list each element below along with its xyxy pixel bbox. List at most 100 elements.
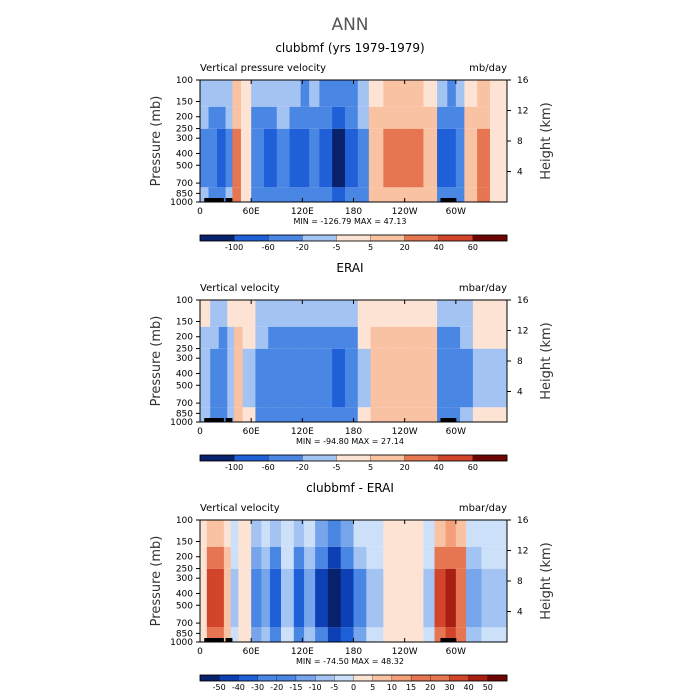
contour-band-lower — [200, 187, 210, 202]
colorbar-label: -20 — [270, 683, 283, 692]
contour-band-lower — [460, 407, 474, 422]
contour-band — [300, 128, 310, 188]
contour-band-lower — [408, 407, 424, 422]
y-tick-label: 200 — [176, 113, 193, 123]
colorbar-label: -20 — [296, 243, 309, 252]
y-tick-label: 250 — [176, 345, 193, 355]
contour-band-mid-upper — [223, 546, 232, 569]
contour-band-lower — [472, 407, 491, 422]
y2-tick-label: 8 — [517, 357, 523, 367]
contour-band-upper — [281, 300, 295, 327]
contour-band — [281, 568, 295, 628]
contour-band — [489, 348, 508, 408]
contour-band-upper — [447, 80, 457, 107]
contour-band-upper — [200, 300, 211, 327]
colorbar-label: 5 — [368, 463, 373, 472]
contour-band-upper — [289, 80, 302, 107]
contour-band — [210, 348, 220, 408]
contour-band — [289, 128, 302, 188]
colorbar-box — [295, 674, 316, 682]
contour-band-mid-upper — [368, 106, 384, 129]
contour-band — [304, 568, 316, 628]
contour-band-lower — [268, 407, 282, 422]
contour-band — [460, 348, 474, 408]
contour-band-mid-upper — [206, 546, 216, 569]
y2-tick-label: 4 — [517, 608, 523, 618]
contour-band-mid-upper — [437, 326, 450, 349]
contour-band-lower — [383, 187, 406, 202]
contour-band — [353, 568, 367, 628]
contour-field — [200, 300, 508, 422]
contour-band — [466, 568, 482, 628]
colorbar-label: -40 — [232, 683, 245, 692]
contour-band-upper — [437, 80, 448, 107]
colorbar-box — [372, 674, 393, 682]
x-tick-label: 180 — [345, 647, 362, 657]
contour-band — [477, 128, 491, 188]
contour-band — [234, 348, 244, 408]
colorbar-label: 40 — [464, 683, 474, 692]
contour-band — [240, 128, 252, 188]
contour-band-lower — [353, 627, 367, 642]
contour-band — [208, 128, 218, 188]
y-tick-label: 100 — [176, 296, 193, 306]
contour-band-lower — [293, 407, 308, 422]
contour-band — [464, 128, 478, 188]
y2-tick-label: 16 — [517, 296, 529, 306]
contour-band-upper — [423, 520, 436, 547]
colorbar-box — [268, 234, 303, 242]
contour-band-upper — [263, 80, 278, 107]
contour-band-upper — [309, 80, 320, 107]
contour-band-lower — [368, 187, 384, 202]
colorbar-box — [199, 674, 220, 682]
colorbar-box — [449, 674, 470, 682]
colorbar-box — [487, 674, 508, 682]
y-axis-label: Pressure (mb) — [149, 536, 164, 627]
contour-band-lower — [423, 627, 436, 642]
contour-band — [332, 348, 346, 408]
min-max-readout: MIN = -74.50 MAX = 48.32 — [296, 657, 404, 666]
x-tick-label: 60W — [446, 207, 466, 217]
colorbar-box — [404, 234, 440, 242]
y-tick-label: 500 — [176, 161, 193, 171]
contour-band-mid-upper — [215, 546, 225, 569]
panel-diff: clubbmf - ERAI Vertical velocity mbar/day 0… — [149, 481, 554, 692]
contour-band-upper — [466, 520, 482, 547]
panel-left-label: Vertical velocity — [200, 503, 280, 514]
contour-band-mid-upper — [293, 326, 308, 349]
colorbar-box — [238, 674, 259, 682]
contour-band — [263, 128, 278, 188]
y-tick-label: 850 — [176, 409, 193, 419]
colorbar-label: 5 — [370, 683, 375, 692]
panel-left-label: Vertical pressure velocity — [200, 63, 326, 74]
contour-band — [206, 568, 216, 628]
contour-band-upper — [455, 80, 465, 107]
y2-tick-label: 12 — [517, 107, 528, 117]
contour-band-upper — [437, 300, 450, 327]
contour-band-upper — [261, 520, 271, 547]
land-mask — [204, 638, 224, 642]
contour-band-mid-upper — [225, 106, 233, 129]
contour-band — [225, 128, 233, 188]
contour-band — [276, 128, 291, 188]
y-tick-label: 150 — [176, 537, 193, 547]
contour-band-lower — [404, 187, 424, 202]
contour-band-upper — [218, 300, 228, 327]
contour-band-mid-upper — [489, 106, 508, 129]
contour-band-upper — [242, 300, 256, 327]
x-tick-label: 120W — [392, 647, 418, 657]
contour-band-upper — [464, 80, 478, 107]
colorbar-label: -20 — [296, 463, 309, 472]
contour-band-lower — [200, 407, 211, 422]
contour-band-lower — [217, 187, 227, 202]
contour-band-upper — [477, 80, 491, 107]
contour-band — [319, 128, 333, 188]
contour-band — [269, 568, 282, 628]
contour-band-mid-upper — [251, 106, 265, 129]
contour-band-mid-upper — [319, 106, 333, 129]
colorbar-label: -60 — [262, 463, 275, 472]
contour-band-upper — [255, 300, 269, 327]
contour-band — [238, 568, 252, 628]
contour-band-mid-upper — [423, 326, 438, 349]
contour-band-upper — [230, 520, 239, 547]
